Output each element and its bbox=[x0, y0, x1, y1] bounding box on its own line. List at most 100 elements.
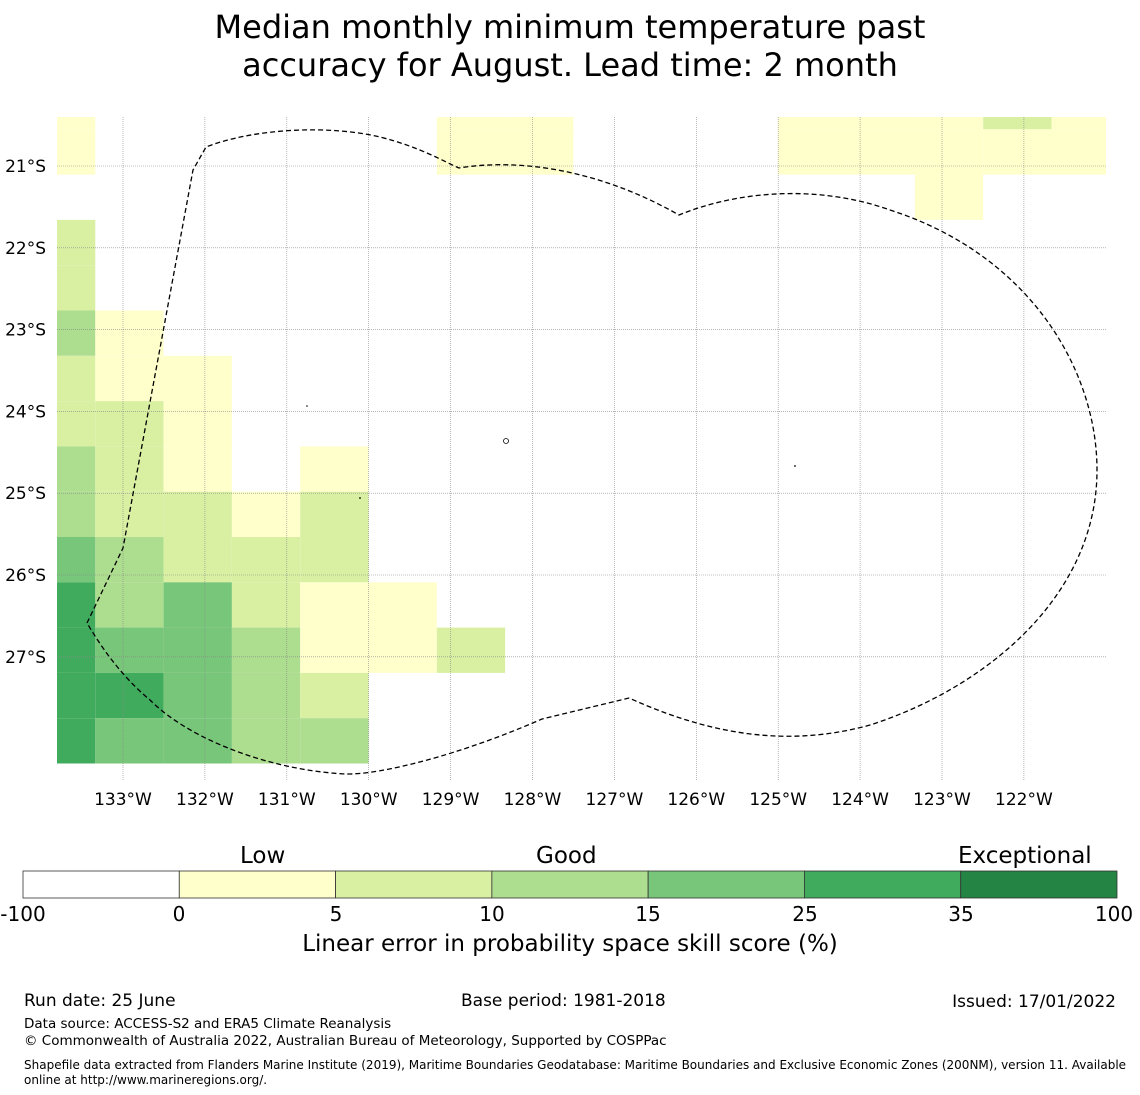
skill-cell bbox=[57, 219, 96, 266]
skill-cell bbox=[300, 627, 369, 673]
skill-cell bbox=[300, 537, 369, 583]
skill-cell bbox=[57, 355, 96, 402]
skill-cell bbox=[57, 537, 96, 583]
longitude-label: 124°W bbox=[831, 790, 889, 810]
shapefile-credit: Shapefile data extracted from Flanders M… bbox=[24, 1058, 1127, 1087]
skill-cell bbox=[1051, 117, 1106, 130]
skill-cell bbox=[300, 582, 369, 628]
island-marker bbox=[794, 465, 796, 467]
skill-cell bbox=[57, 117, 96, 130]
longitude-label: 127°W bbox=[586, 790, 644, 810]
colorbar-segment bbox=[804, 870, 962, 899]
skill-cell bbox=[163, 718, 232, 764]
skill-cell bbox=[300, 446, 369, 492]
skill-cell bbox=[983, 129, 1052, 175]
skill-cell bbox=[95, 310, 164, 356]
skill-cell bbox=[300, 672, 369, 719]
longitude-label: 128°W bbox=[504, 790, 562, 810]
longitude-label: 130°W bbox=[340, 790, 398, 810]
skill-cell bbox=[163, 446, 232, 492]
skill-cell bbox=[57, 265, 96, 311]
skill-cell bbox=[368, 627, 437, 673]
eez-boundary bbox=[86, 129, 1098, 775]
colorbar-category-low: Low bbox=[240, 843, 286, 869]
colorbar-category-good: Good bbox=[536, 843, 597, 869]
colorbar-tick: 10 bbox=[479, 902, 505, 926]
colorbar-segment bbox=[960, 870, 1118, 899]
colorbar-segment bbox=[647, 870, 805, 899]
island-marker bbox=[503, 438, 509, 444]
skill-cell bbox=[163, 672, 232, 719]
colorbar-segment bbox=[491, 870, 649, 899]
latitude-label: 23°S bbox=[5, 321, 46, 341]
colorbar-tick: 100 bbox=[1094, 902, 1134, 926]
colorbar-segment bbox=[178, 870, 336, 899]
run-date: Run date: 25 June bbox=[24, 991, 176, 1011]
skill-cell bbox=[505, 117, 574, 130]
issued-date: Issued: 17/01/2022 bbox=[952, 992, 1116, 1012]
longitude-label: 125°W bbox=[749, 790, 807, 810]
longitude-label: 129°W bbox=[422, 790, 480, 810]
skill-cell bbox=[95, 491, 164, 537]
longitude-label: 122°W bbox=[995, 790, 1053, 810]
island-marker bbox=[306, 405, 308, 407]
skill-cell bbox=[231, 491, 301, 537]
skill-cell bbox=[846, 129, 915, 175]
skill-cell bbox=[1051, 129, 1106, 175]
latitude-label: 26°S bbox=[5, 566, 46, 586]
skill-cell bbox=[300, 718, 369, 764]
skill-cell bbox=[95, 672, 164, 719]
skill-cell bbox=[57, 491, 96, 537]
colorbar-category-exceptional: Exceptional bbox=[958, 843, 1092, 869]
colorbar-tick: 0 bbox=[172, 902, 186, 926]
skill-cell bbox=[368, 582, 437, 628]
skill-cell bbox=[300, 491, 369, 537]
colorbar-tick: 35 bbox=[948, 902, 974, 926]
skill-cell bbox=[231, 718, 301, 764]
skill-cell bbox=[231, 582, 301, 628]
colorbar-segment bbox=[335, 870, 493, 899]
skill-cell bbox=[914, 117, 984, 130]
skill-cell bbox=[95, 355, 164, 402]
skill-cell bbox=[95, 446, 164, 492]
latitude-label: 22°S bbox=[5, 239, 46, 259]
skill-cell bbox=[57, 627, 96, 673]
coastline-islands bbox=[306, 405, 796, 499]
skill-cell bbox=[95, 582, 164, 628]
latitude-label: 21°S bbox=[5, 157, 46, 177]
skill-cell bbox=[231, 672, 301, 719]
skill-cell bbox=[846, 117, 915, 130]
skill-cell bbox=[57, 446, 96, 492]
skill-cell bbox=[163, 401, 232, 447]
skill-cell bbox=[436, 627, 506, 673]
skill-cell bbox=[778, 129, 847, 175]
skill-cell bbox=[778, 117, 847, 130]
colorbar-axis-label: Linear error in probability space skill … bbox=[302, 931, 838, 957]
skill-cell bbox=[231, 627, 301, 673]
skill-cell bbox=[95, 627, 164, 673]
skill-cell bbox=[914, 174, 984, 220]
skill-cell bbox=[231, 537, 301, 583]
longitude-label: 132°W bbox=[176, 790, 234, 810]
map-title-line-1: Median monthly minimum temperature past bbox=[214, 8, 926, 46]
skill-cell bbox=[57, 672, 96, 719]
colorbar-tick: -100 bbox=[0, 902, 46, 926]
skill-cell bbox=[163, 582, 232, 628]
skill-cell bbox=[57, 401, 96, 447]
colorbar-tick: 15 bbox=[635, 902, 661, 926]
latitude-label: 25°S bbox=[5, 484, 46, 504]
skill-cell bbox=[95, 537, 164, 583]
latitude-label: 24°S bbox=[5, 402, 46, 422]
skill-cell bbox=[57, 718, 96, 764]
skill-cell bbox=[163, 537, 232, 583]
colorbar-tick: 25 bbox=[792, 902, 818, 926]
colorbar bbox=[22, 870, 1118, 899]
skill-cell bbox=[57, 129, 96, 175]
copyright-notice: © Commonwealth of Australia 2022, Austra… bbox=[24, 1033, 667, 1049]
skill-cell bbox=[163, 355, 232, 402]
skill-cell bbox=[914, 129, 984, 175]
skill-cell bbox=[983, 117, 1052, 130]
axis-labels: 133°W 132°W 131°W 130°W 129°W 128°W 127°W 126°W… bbox=[5, 157, 1053, 810]
skill-cell bbox=[163, 491, 232, 537]
